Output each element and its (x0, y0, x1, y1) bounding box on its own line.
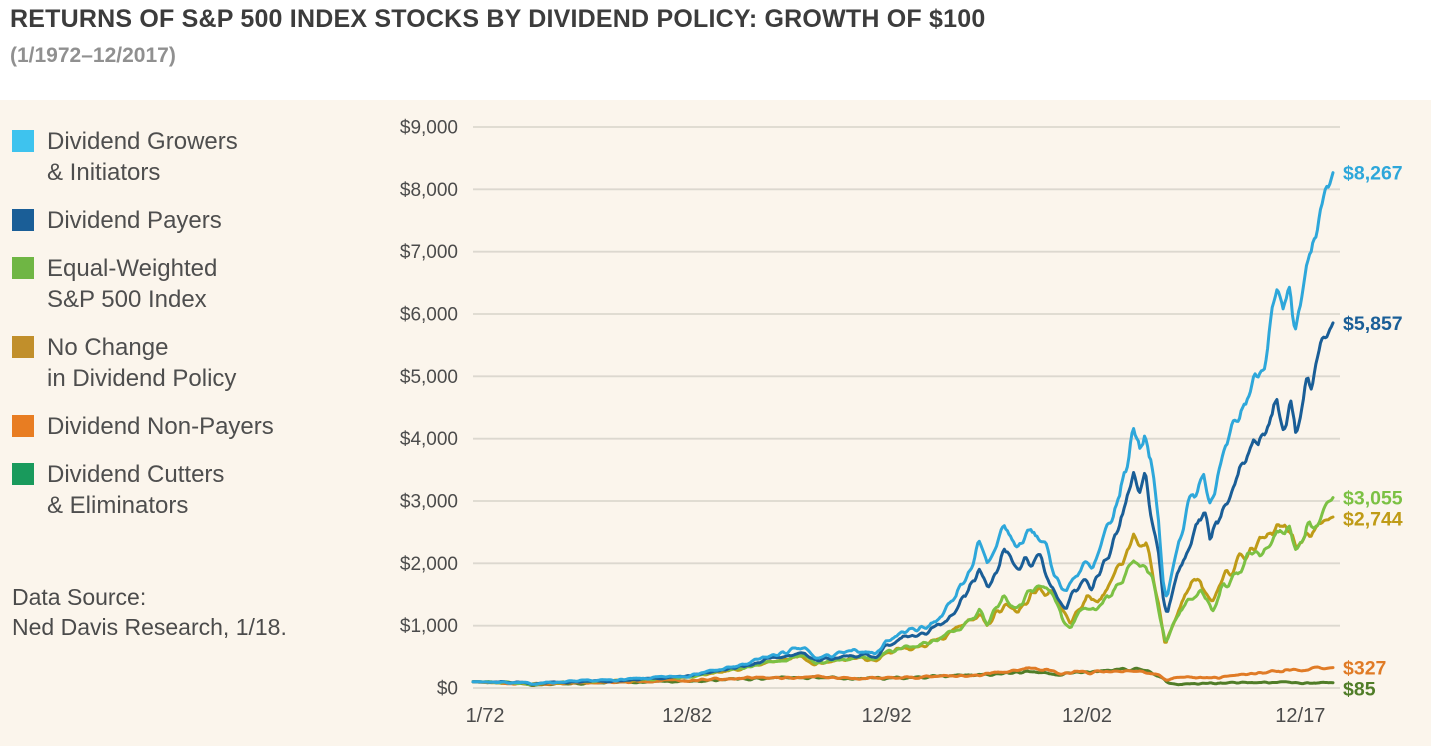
series-end-label: $327 (1343, 658, 1386, 680)
legend-item: Dividend Growers & Initiators (12, 126, 372, 188)
x-axis-tick-label: 12/92 (862, 705, 912, 727)
legend-swatch (12, 130, 34, 152)
page-subtitle: (1/1972–12/2017) (10, 44, 176, 67)
series-end-label: $5,857 (1343, 313, 1403, 335)
series-line (471, 515, 1335, 686)
legend-label: Dividend Non-Payers (47, 413, 274, 440)
series-line (471, 171, 1335, 686)
legend-item: Equal-Weighted S&P 500 Index (12, 253, 372, 315)
legend-item: No Change in Dividend Policy (12, 332, 372, 394)
y-axis-tick-label: $0 (437, 679, 458, 700)
y-axis-tick-label: $5,000 (400, 367, 458, 388)
legend-label: Dividend Cutters & Eliminators (47, 461, 225, 519)
y-axis-tick-label: $8,000 (400, 180, 458, 201)
chart-panel: Dividend Growers & Initiators Dividend Pay… (0, 100, 1431, 746)
y-axis-tick-label: $6,000 (400, 305, 458, 326)
legend-swatch (12, 336, 34, 358)
y-axis-tick-label: $9,000 (400, 118, 458, 139)
legend-swatch (12, 415, 34, 437)
legend-swatch (12, 257, 34, 279)
legend-item: Dividend Payers (12, 205, 372, 236)
x-axis-tick-label: 12/02 (1062, 705, 1112, 727)
legend-swatch (12, 463, 34, 485)
series-end-label: $8,267 (1343, 163, 1403, 185)
legend-item: Dividend Non-Payers (12, 411, 372, 442)
legend-label: No Change in Dividend Policy (47, 334, 237, 392)
legend-item: Dividend Cutters & Eliminators (12, 459, 372, 521)
y-axis-tick-label: $2,000 (400, 554, 458, 575)
legend: Dividend Growers & Initiators Dividend Pay… (12, 126, 372, 538)
growth-of-100-chart: $0 $1,000 $2,000 $3,000 $4,000 $5,000 $6,000 $7… (400, 118, 1403, 727)
data-source-value: Ned Davis Research, 1/18. (12, 614, 287, 640)
page-title: RETURNS OF S&P 500 INDEX STOCKS BY DIVID… (10, 5, 986, 33)
y-axis-tick-label: $7,000 (400, 242, 458, 263)
series-end-label: $85 (1343, 679, 1376, 701)
y-axis-tick-label: $1,000 (400, 616, 458, 637)
legend-swatch (12, 209, 34, 231)
legend-label: Dividend Growers & Initiators (47, 128, 238, 186)
series-end-label: $2,744 (1343, 509, 1403, 531)
data-source-label: Data Source: (12, 584, 147, 610)
x-axis-tick-label: 1/72 (466, 705, 505, 727)
data-source: Data Source: Ned Davis Research, 1/18. (12, 582, 287, 642)
legend-label: Dividend Payers (47, 207, 222, 234)
y-axis-tick-label: $4,000 (400, 429, 458, 450)
x-axis-tick-label: 12/82 (662, 705, 712, 727)
legend-label: Equal-Weighted S&P 500 Index (47, 255, 218, 313)
series-end-label: $3,055 (1343, 488, 1403, 510)
y-axis-tick-label: $3,000 (400, 492, 458, 513)
x-axis-tick-label: 12/17 (1275, 705, 1325, 727)
